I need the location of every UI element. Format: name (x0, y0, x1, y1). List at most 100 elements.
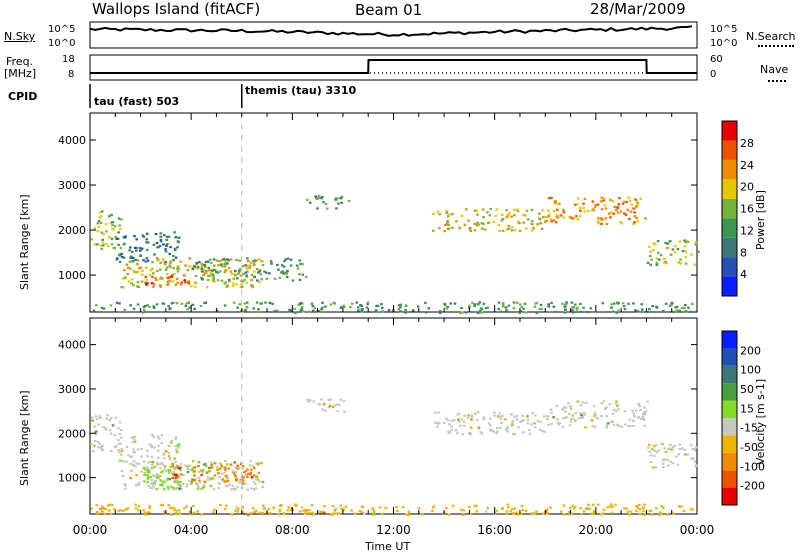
velocity-cell-region-9 (638, 513, 642, 516)
power-cell-region-1 (172, 259, 175, 262)
power-cell-region-2 (163, 263, 167, 266)
velocity-cell-region-8 (663, 447, 667, 450)
velocity-cell-region-9 (278, 510, 281, 513)
velocity-cell-region-9 (163, 510, 166, 513)
velocity-cell-region-9 (339, 504, 342, 507)
power-cell-region-9 (342, 304, 346, 307)
velocity-cell-region-0 (117, 427, 120, 430)
velocity-cell-region-9 (236, 510, 240, 513)
velocity-cell-region-6 (501, 414, 504, 417)
power-cell-region-8 (686, 240, 690, 243)
velocity-cell-region-5 (336, 409, 340, 413)
velocity-cell-region-2 (121, 475, 125, 478)
power-cell-region-4 (298, 278, 302, 281)
power-cell-region-8 (654, 242, 657, 246)
power-cell-region-4 (208, 258, 212, 261)
velocity-cell-region-9 (592, 510, 596, 513)
power-cell-region-9 (132, 307, 136, 310)
velocity-cell-region-6 (487, 422, 491, 425)
power-cell-region-2 (203, 271, 207, 274)
velocity-cell-region-7 (600, 402, 604, 405)
power-cell-region-4 (212, 276, 215, 279)
velocity-cell-region-9 (212, 511, 215, 514)
power-cell-region-7 (616, 206, 620, 209)
velocity-cell-region-2 (234, 488, 237, 491)
power-cell-region-2 (250, 284, 253, 287)
velocity-cell-region-4 (252, 474, 256, 477)
power-cell-region-0 (98, 216, 102, 219)
power-cell-region-8 (649, 263, 652, 266)
velocity-cell-region-2 (194, 482, 198, 485)
power-cell-region-9 (571, 309, 574, 312)
velocity-cell-region-1 (146, 455, 149, 458)
velocity-cell-region-7 (552, 416, 555, 419)
velocity-cell-region-9 (638, 508, 642, 511)
velocity-cell-region-9 (262, 504, 265, 507)
power-cell-region-2 (255, 268, 259, 271)
velocity-cell-region-2 (250, 487, 253, 490)
velocity-cell-region-2 (221, 472, 224, 476)
power-cell-region-9 (186, 308, 189, 311)
velocity-cell-region-3 (186, 465, 189, 468)
velocity-cell-region-1 (174, 445, 177, 448)
velocity-cell-region-0 (117, 439, 120, 442)
power-cell-region-7 (550, 196, 553, 199)
velocity-cell-region-4 (229, 463, 233, 466)
velocity-cell-region-4 (197, 465, 200, 468)
power-cell-region-2 (223, 270, 227, 274)
velocity-cell-region-9 (104, 508, 107, 511)
power-cell-region-6 (475, 209, 479, 212)
power-cell-region-7 (628, 199, 632, 202)
velocity-cell-region-9 (113, 508, 116, 511)
power-cell-region-1 (130, 250, 134, 253)
power-cell-region-2 (250, 278, 253, 282)
velocity-cell-region-2 (213, 462, 217, 465)
power-cell-region-3 (170, 275, 174, 278)
power-cell-region-2 (188, 265, 191, 268)
velocity-cell-region-1 (163, 457, 166, 460)
power-cell-region-8 (648, 245, 651, 248)
velocity-cell-region-9 (420, 513, 424, 516)
power-cell-region-1 (130, 255, 133, 258)
power-cell-region-9 (623, 308, 627, 311)
power-cell-region-6 (432, 212, 435, 216)
power-cell-region-7 (570, 216, 573, 219)
power-cell-region-9 (561, 302, 564, 305)
power-cell-region-6 (523, 214, 527, 217)
velocity-cell-region-9 (241, 511, 245, 514)
velocity-cell-region-9 (268, 512, 272, 515)
velocity-cell-region-6 (474, 412, 477, 415)
velocity-cell-region-5 (339, 398, 342, 401)
power-cell-region-6 (507, 227, 510, 230)
velocity-cell-region-2 (153, 483, 156, 486)
power-cell-region-7 (583, 210, 587, 213)
power-cell-region-2 (226, 284, 230, 287)
power-cell-region-1 (159, 239, 163, 242)
power-cell-region-2 (171, 273, 174, 277)
velocity-cell-region-7 (545, 415, 549, 418)
velocity-cell-region-3 (146, 470, 149, 473)
power-cell-region-9 (574, 303, 577, 306)
power-cell-region-7 (597, 222, 600, 225)
velocity-cell-region-9 (485, 510, 488, 513)
power-cell-region-9 (152, 305, 155, 308)
power-cell-region-9 (175, 302, 179, 305)
nsky-tick-top: 10^5 (48, 24, 76, 35)
velocity-cell-region-9 (171, 506, 175, 509)
velocity-cell-region-6 (469, 426, 473, 429)
velocity-cell-region-6 (437, 411, 441, 414)
power-cell-region-7 (635, 204, 639, 207)
velocity-cell-region-6 (516, 415, 519, 418)
velocity-cell-region-9 (142, 509, 145, 512)
velocity-cell-region-9 (302, 509, 305, 512)
cpid-mode-2: themis (tau) 3310 (245, 84, 357, 97)
velocity-cell-region-9 (469, 513, 473, 516)
power-cell-region-9 (329, 303, 333, 306)
velocity-cell-region-2 (207, 466, 211, 470)
power-cell-region-1 (134, 258, 137, 261)
velocity-cell-region-8 (686, 453, 690, 456)
power-colorbar-frame (721, 120, 738, 297)
power-cell-region-2 (166, 280, 170, 283)
velocity-cell-region-3 (168, 470, 171, 473)
velocity-cell-region-0 (117, 448, 120, 452)
